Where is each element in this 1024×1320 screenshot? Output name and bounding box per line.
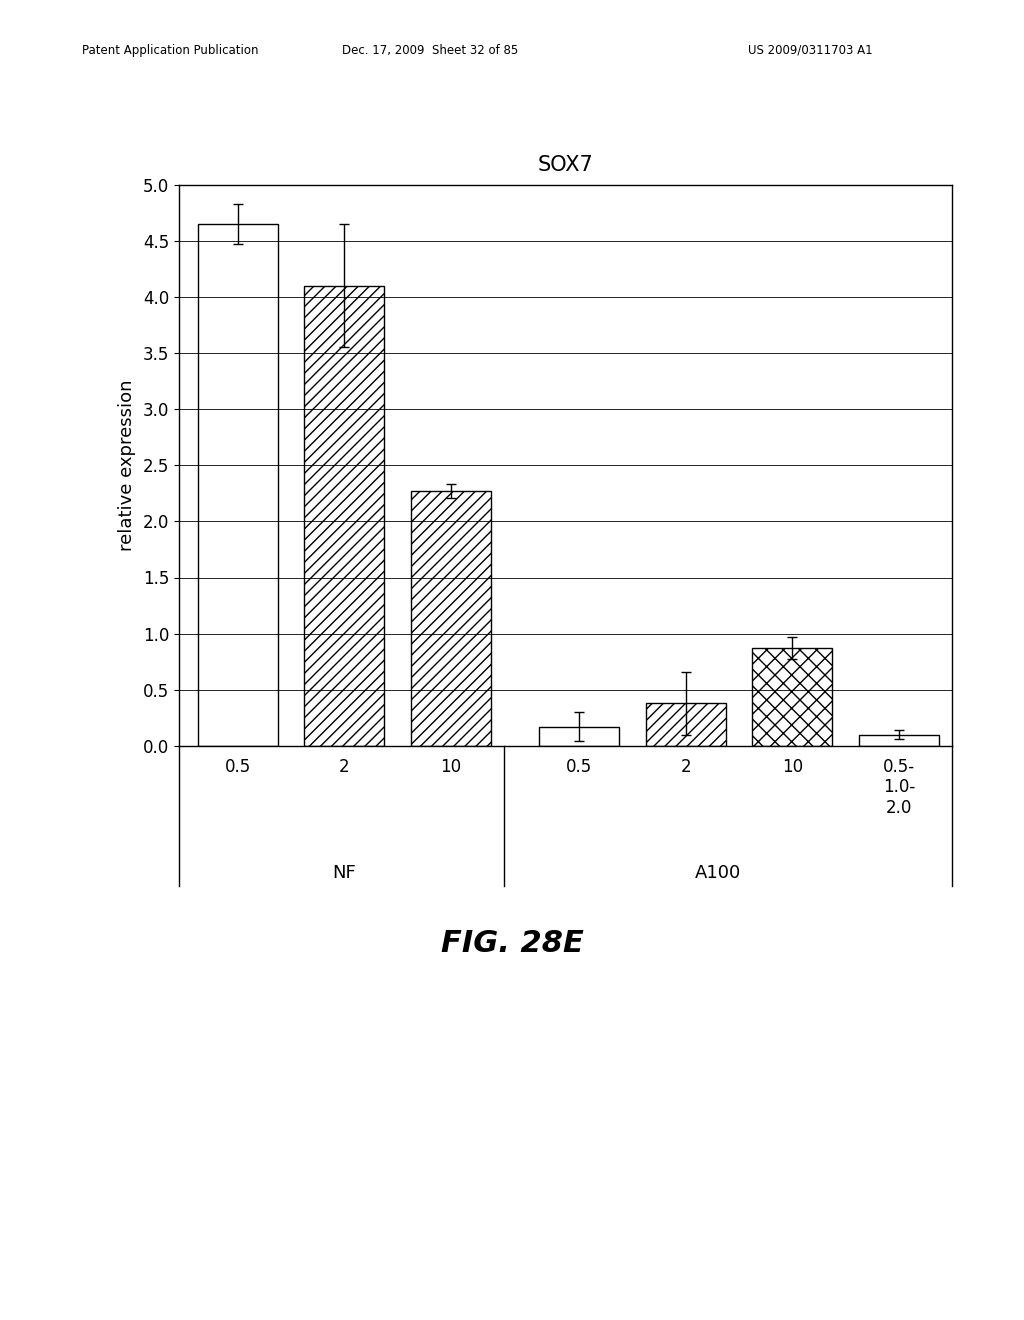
Bar xyxy=(753,648,833,746)
Text: NF: NF xyxy=(333,863,356,882)
Bar xyxy=(539,727,620,746)
Text: US 2009/0311703 A1: US 2009/0311703 A1 xyxy=(748,44,872,57)
Bar xyxy=(198,224,278,746)
Text: A100: A100 xyxy=(694,863,740,882)
Bar xyxy=(646,704,726,746)
Bar xyxy=(859,734,939,746)
Title: SOX7: SOX7 xyxy=(538,154,594,176)
Text: Dec. 17, 2009  Sheet 32 of 85: Dec. 17, 2009 Sheet 32 of 85 xyxy=(342,44,518,57)
Y-axis label: relative expression: relative expression xyxy=(118,380,136,550)
Bar xyxy=(304,286,384,746)
Bar xyxy=(411,491,492,746)
Text: Patent Application Publication: Patent Application Publication xyxy=(82,44,258,57)
Text: FIG. 28E: FIG. 28E xyxy=(440,929,584,958)
